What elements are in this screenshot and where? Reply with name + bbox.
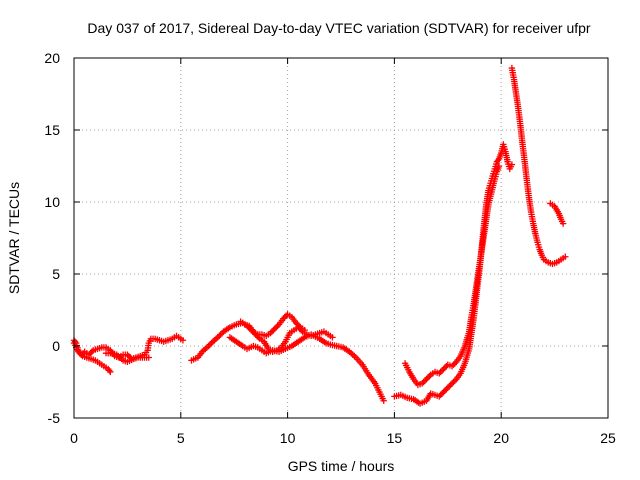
data-point <box>301 326 308 334</box>
data-point <box>426 373 433 380</box>
data-point <box>447 381 454 389</box>
data-series-segment <box>102 350 152 366</box>
chart-title: Day 037 of 2017, Sidereal Day-to-day VTE… <box>87 20 591 36</box>
x-tick-labels: 0 5 10 15 20 25 <box>70 430 616 446</box>
y-tick-label: 0 <box>52 338 60 354</box>
data-point <box>292 319 300 327</box>
data-point <box>107 368 114 376</box>
data-point <box>494 157 502 164</box>
data-point <box>88 348 95 355</box>
data-point <box>420 378 427 386</box>
data-point <box>216 332 223 340</box>
data-point <box>125 352 133 360</box>
x-axis-label: GPS time / hours <box>288 458 395 474</box>
y-tick-label: 15 <box>44 122 60 138</box>
x-tick-label: 5 <box>177 430 185 446</box>
data-point <box>437 391 444 399</box>
axis-ticks <box>73 57 609 419</box>
data-point <box>424 374 432 381</box>
data-point <box>145 354 152 361</box>
data-point <box>217 331 224 338</box>
data-point <box>124 351 131 358</box>
data-point <box>438 367 446 374</box>
plot-frame <box>73 57 609 419</box>
y-tick-label: -5 <box>48 410 61 426</box>
data-series-segment <box>188 319 336 364</box>
data-series-segment <box>226 331 387 404</box>
data-point <box>437 368 444 376</box>
data-point <box>76 350 83 357</box>
data-point <box>281 314 288 321</box>
x-tick-label: 15 <box>387 430 403 446</box>
data-point <box>441 364 449 371</box>
data-point <box>495 162 503 170</box>
data-point <box>274 322 281 330</box>
data-point <box>450 361 457 368</box>
data-point <box>87 350 94 357</box>
data-point <box>562 253 569 260</box>
data-series-segment <box>401 162 503 389</box>
x-tick-label: 25 <box>600 430 616 446</box>
data-point <box>271 325 278 332</box>
data-series-segment <box>70 339 114 376</box>
data-point <box>440 365 447 373</box>
data-point <box>205 342 212 350</box>
y-tick-label: 10 <box>44 194 60 210</box>
grid <box>74 58 608 418</box>
data-point <box>329 334 336 341</box>
data-point <box>208 339 215 347</box>
data-points <box>70 64 569 407</box>
data-point <box>436 393 443 400</box>
data-point <box>270 326 277 334</box>
data-point <box>106 367 113 374</box>
data-point <box>295 322 303 330</box>
y-tick-labels: -5 0 5 10 15 20 <box>44 50 60 426</box>
data-point <box>179 337 187 344</box>
data-point <box>441 387 449 394</box>
y-axis-label: SDTVAR / TECUs <box>6 182 22 294</box>
data-point <box>294 321 301 328</box>
data-point <box>380 397 387 404</box>
x-tick-label: 10 <box>280 430 296 446</box>
data-point <box>423 375 430 383</box>
data-point <box>440 388 447 396</box>
data-point <box>280 315 287 322</box>
data-point <box>75 348 82 355</box>
data-point <box>451 360 459 367</box>
x-tick-label: 20 <box>493 430 509 446</box>
data-series-segment <box>547 200 567 227</box>
data-point <box>446 383 453 390</box>
data-point <box>77 351 85 358</box>
data-point <box>418 380 426 387</box>
data-point <box>268 328 276 335</box>
data-point <box>559 220 567 227</box>
data-point <box>448 362 456 370</box>
data-series-segment <box>508 64 569 268</box>
data-point <box>443 362 450 370</box>
data-point <box>436 370 443 377</box>
data-point <box>253 332 261 340</box>
data-point <box>508 161 516 168</box>
data-point <box>273 324 280 331</box>
data-series-segment <box>391 141 516 407</box>
data-point <box>267 329 274 337</box>
data-point <box>444 384 451 391</box>
y-tick-label: 5 <box>52 266 60 282</box>
data-point <box>451 377 459 384</box>
data-point <box>255 334 262 341</box>
x-tick-label: 0 <box>70 430 78 446</box>
y-tick-label: 20 <box>44 50 60 66</box>
data-point <box>443 386 450 393</box>
data-point <box>421 377 429 384</box>
data-point <box>206 341 214 348</box>
data-point <box>448 380 456 387</box>
data-point <box>438 390 446 397</box>
data-series-segment <box>237 311 308 340</box>
data-point <box>450 378 457 386</box>
